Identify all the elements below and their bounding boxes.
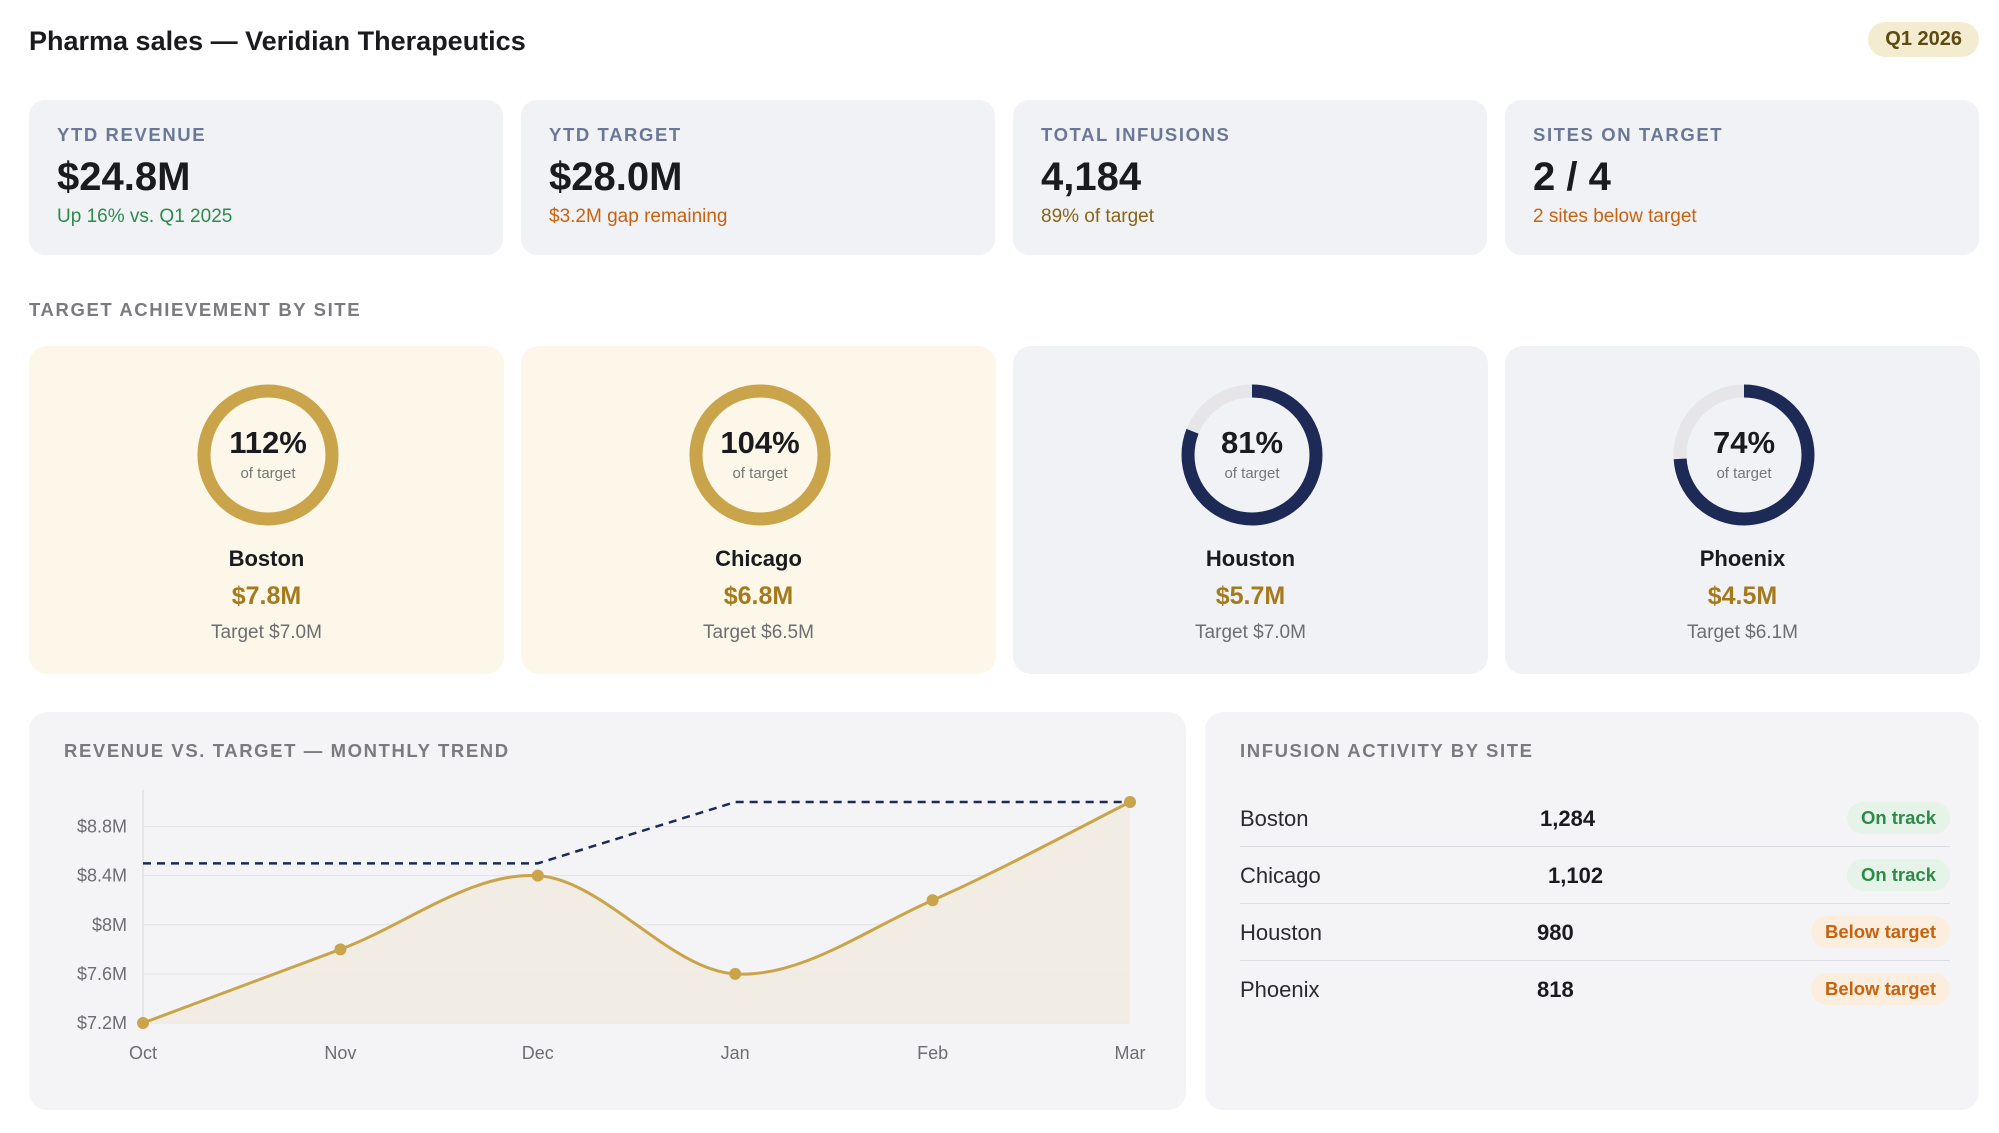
achievement-ring bbox=[197, 384, 339, 526]
y-tick-label: $8.4M bbox=[77, 866, 127, 886]
ring-percent: 81% bbox=[1220, 425, 1284, 460]
achievement-ring bbox=[1673, 384, 1815, 526]
period-badge[interactable]: Q1 2026 bbox=[1868, 22, 1979, 57]
activity-infusion-count: 1,284 bbox=[1540, 806, 1596, 831]
section-label-target-achievement: TARGET ACHIEVEMENT BY SITE bbox=[29, 299, 362, 320]
achievement-ring bbox=[1181, 384, 1323, 526]
site-target: Target $6.1M bbox=[1687, 622, 1798, 643]
ring-caption: of target bbox=[240, 465, 296, 482]
x-tick-label: Nov bbox=[324, 1043, 356, 1063]
site-name: Phoenix bbox=[1699, 546, 1786, 571]
y-tick-label: $8.8M bbox=[77, 817, 127, 837]
y-tick-label: $8M bbox=[92, 915, 127, 935]
site-revenue: $7.8M bbox=[231, 582, 302, 610]
kpi-subtext: Up 16% vs. Q1 2025 bbox=[57, 206, 233, 227]
kpi-card-sites-on-target: SITES ON TARGET 2 / 4 2 sites below targ… bbox=[1505, 100, 1979, 255]
achievement-ring bbox=[689, 384, 831, 526]
y-tick-label: $7.2M bbox=[77, 1013, 127, 1033]
activity-row-houston[interactable]: Houston 980 Below target bbox=[1240, 904, 1950, 961]
target-line bbox=[143, 800, 1130, 865]
status-badge: On track bbox=[1846, 802, 1950, 834]
x-tick-label: Jan bbox=[721, 1043, 750, 1063]
kpi-label: YTD TARGET bbox=[549, 124, 682, 145]
revenue-point bbox=[729, 967, 742, 980]
kpi-value: $24.8M bbox=[57, 155, 191, 199]
revenue-point bbox=[926, 894, 939, 907]
status-badge: Below target bbox=[1810, 916, 1950, 948]
site-revenue: $4.5M bbox=[1707, 582, 1778, 610]
site-card-boston[interactable]: 112% of target Boston $7.8M Target $7.0M bbox=[29, 346, 504, 674]
x-tick-label: Dec bbox=[522, 1043, 554, 1063]
site-card-houston[interactable]: 81% of target Houston $5.7M Target $7.0M bbox=[1013, 346, 1488, 674]
ring-progress bbox=[197, 384, 339, 526]
kpi-label: SITES ON TARGET bbox=[1533, 124, 1724, 145]
site-card-chicago[interactable]: 104% of target Chicago $6.8M Target $6.5M bbox=[521, 346, 996, 674]
site-name: Houston bbox=[1205, 546, 1296, 571]
activity-row-phoenix[interactable]: Phoenix 818 Below target bbox=[1240, 961, 1950, 1018]
activity-infusion-count: 1,102 bbox=[1548, 863, 1604, 888]
y-tick-label: $7.6M bbox=[77, 964, 127, 984]
kpi-subtext: 89% of target bbox=[1041, 206, 1155, 227]
x-tick-label: Mar bbox=[1115, 1043, 1146, 1063]
site-target: Target $6.5M bbox=[703, 622, 814, 643]
site-card-phoenix[interactable]: 74% of target Phoenix $4.5M Target $6.1M bbox=[1505, 346, 1980, 674]
revenue-point bbox=[531, 869, 544, 882]
revenue-line bbox=[142, 800, 1131, 1025]
ring-caption: of target bbox=[1224, 465, 1280, 482]
site-target: Target $7.0M bbox=[211, 622, 322, 643]
activity-site-name: Boston bbox=[1240, 806, 1309, 831]
revenue-point bbox=[137, 1017, 149, 1029]
activity-row-chicago[interactable]: Chicago 1,102 On track bbox=[1240, 847, 1950, 904]
x-tick-label: Oct bbox=[129, 1043, 157, 1063]
ring-percent: 74% bbox=[1712, 425, 1776, 460]
ring-progress bbox=[1673, 384, 1815, 526]
site-target: Target $7.0M bbox=[1195, 622, 1306, 643]
activity-infusion-count: 818 bbox=[1537, 977, 1574, 1002]
ring-percent: 112% bbox=[229, 425, 307, 460]
ring-caption: of target bbox=[732, 465, 788, 482]
kpi-card-total-infusions: TOTAL INFUSIONS 4,184 89% of target bbox=[1013, 100, 1487, 255]
panel-title: REVENUE VS. TARGET — MONTHLY TREND bbox=[64, 740, 510, 761]
kpi-subtext: $3.2M gap remaining bbox=[549, 206, 728, 227]
activity-site-name: Houston bbox=[1240, 920, 1322, 945]
activity-site-name: Chicago bbox=[1240, 863, 1321, 888]
ring-percent: 104% bbox=[720, 425, 800, 460]
page-title: Pharma sales — Veridian Therapeutics bbox=[29, 26, 526, 56]
revenue-area bbox=[143, 802, 1130, 1023]
kpi-label: YTD REVENUE bbox=[57, 124, 207, 145]
revenue-point bbox=[1124, 796, 1136, 808]
ring-progress bbox=[689, 384, 831, 526]
panel-title: INFUSION ACTIVITY BY SITE bbox=[1240, 740, 1534, 761]
site-revenue: $6.8M bbox=[723, 582, 794, 610]
page-header: Pharma sales — Veridian Therapeutics Q1 … bbox=[29, 22, 1979, 62]
kpi-value: $28.0M bbox=[549, 155, 683, 199]
status-badge: Below target bbox=[1810, 973, 1950, 1005]
activity-infusion-count: 980 bbox=[1537, 920, 1574, 945]
site-name: Chicago bbox=[715, 546, 802, 571]
activity-site-name: Phoenix bbox=[1240, 977, 1320, 1002]
kpi-value: 4,184 bbox=[1041, 155, 1142, 199]
kpi-label: TOTAL INFUSIONS bbox=[1041, 124, 1231, 145]
kpi-value: 2 / 4 bbox=[1533, 155, 1611, 199]
x-tick-label: Feb bbox=[917, 1043, 948, 1063]
site-revenue: $5.7M bbox=[1215, 582, 1286, 610]
activity-row-boston[interactable]: Boston 1,284 On track bbox=[1240, 790, 1950, 847]
revenue-point bbox=[334, 943, 347, 956]
infusion-activity-panel: INFUSION ACTIVITY BY SITE Boston 1,284 On … bbox=[1205, 712, 1979, 1110]
kpi-card-ytd-revenue: YTD REVENUE $24.8M Up 16% vs. Q1 2025 bbox=[29, 100, 503, 255]
ring-progress bbox=[1181, 384, 1323, 526]
kpi-subtext: 2 sites below target bbox=[1533, 206, 1697, 227]
revenue-trend-panel: REVENUE VS. TARGET — MONTHLY TREND $8.8M… bbox=[29, 712, 1186, 1110]
site-name: Boston bbox=[228, 546, 305, 571]
kpi-card-ytd-target: YTD TARGET $28.0M $3.2M gap remaining bbox=[521, 100, 995, 255]
status-badge: On track bbox=[1846, 859, 1950, 891]
ring-caption: of target bbox=[1716, 465, 1772, 482]
